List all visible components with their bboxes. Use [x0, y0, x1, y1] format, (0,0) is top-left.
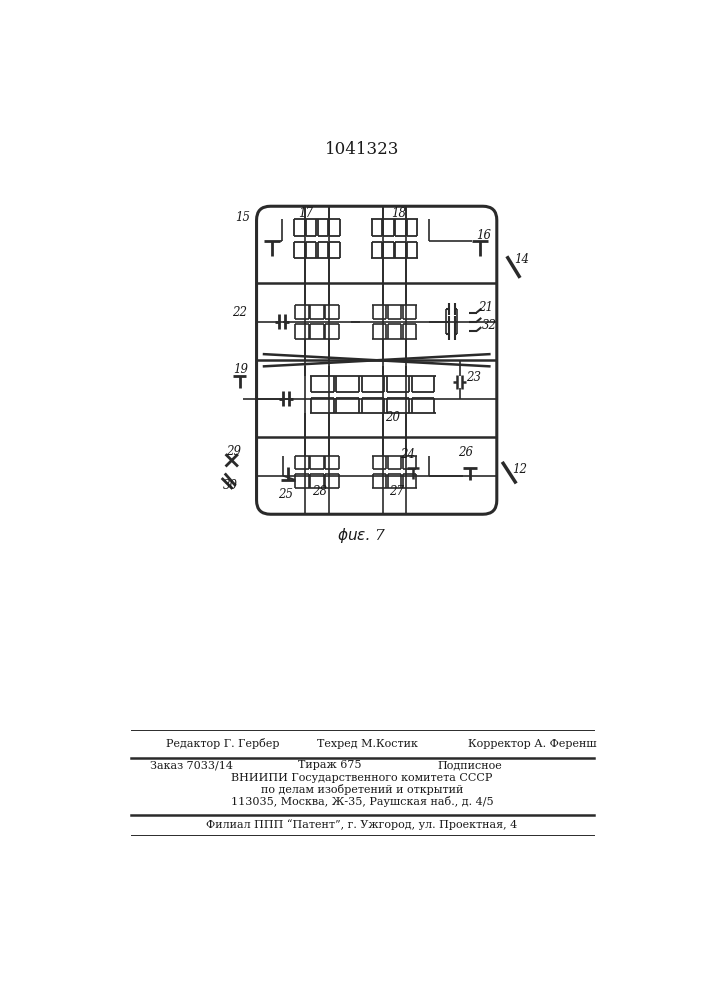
Text: $\phi u\varepsilon$. 7: $\phi u\varepsilon$. 7	[337, 526, 387, 545]
Text: 29: 29	[226, 445, 241, 458]
Text: 1041323: 1041323	[325, 141, 399, 158]
Text: 30: 30	[223, 479, 238, 492]
Text: 15: 15	[235, 211, 250, 224]
Text: 20: 20	[385, 411, 399, 424]
Text: 32: 32	[481, 319, 496, 332]
Text: 14: 14	[514, 253, 529, 266]
Text: Редактор Г. Гербер: Редактор Г. Гербер	[166, 738, 279, 749]
Text: 24: 24	[400, 448, 415, 461]
Text: Корректор А. Ференш: Корректор А. Ференш	[468, 739, 597, 749]
Text: 18: 18	[391, 207, 406, 220]
Text: Подписное: Подписное	[437, 760, 502, 770]
Text: 22: 22	[232, 306, 247, 319]
Text: 25: 25	[278, 488, 293, 501]
Text: 26: 26	[458, 446, 473, 459]
Text: Техред М.Костик: Техред М.Костик	[317, 739, 418, 749]
Text: ВНИИПИ Государственного комитета СССР: ВНИИПИ Государственного комитета СССР	[231, 773, 493, 783]
Text: по делам изобретений и открытий: по делам изобретений и открытий	[261, 784, 463, 795]
Text: 28: 28	[312, 485, 327, 498]
Text: 12: 12	[512, 463, 527, 476]
Text: 21: 21	[479, 301, 493, 314]
Text: Заказ 7033/14: Заказ 7033/14	[151, 760, 233, 770]
Text: Тираж 675: Тираж 675	[298, 760, 361, 770]
Text: 19: 19	[233, 363, 249, 376]
Text: 27: 27	[390, 485, 404, 498]
Text: 16: 16	[476, 229, 491, 242]
Text: Филиал ППП “Патент”, г. Ужгород, ул. Проектная, 4: Филиал ППП “Патент”, г. Ужгород, ул. Про…	[206, 819, 518, 830]
Text: 23: 23	[466, 371, 481, 384]
Text: 17: 17	[298, 207, 313, 220]
Text: 113035, Москва, Ж-35, Раушская наб., д. 4/5: 113035, Москва, Ж-35, Раушская наб., д. …	[230, 796, 493, 807]
